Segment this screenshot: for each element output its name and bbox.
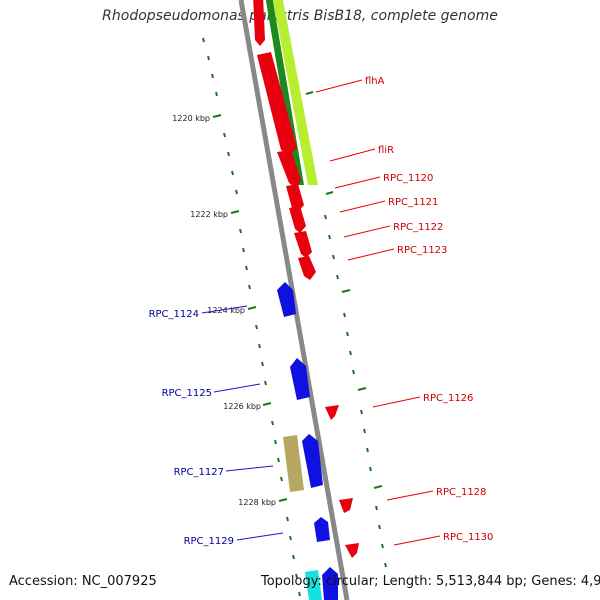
accession-text: Accession: NC_007925 bbox=[9, 574, 157, 589]
gene-label-RPC_1124: RPC_1124 bbox=[149, 309, 199, 320]
gene-arrow-RPC_1125 bbox=[290, 358, 310, 400]
gene-label-RPC_1123: RPC_1123 bbox=[397, 245, 447, 256]
gene-label-RPC_1129: RPC_1129 bbox=[184, 536, 234, 547]
gene-arrow-RPC_1126 bbox=[325, 405, 339, 420]
cog-bar-flhA-light bbox=[272, 0, 318, 185]
gene-label-flhA: flhA bbox=[365, 76, 385, 87]
inner-tick-ring bbox=[202, 37, 301, 597]
scale-label: 1228 kbp bbox=[238, 498, 276, 507]
gene-arrow-RPC_1124 bbox=[277, 282, 296, 317]
scale-label: 1224 kbp bbox=[207, 306, 245, 315]
gene-label-RPC_1130: RPC_1130 bbox=[443, 532, 493, 543]
reverse-genes[interactable] bbox=[277, 282, 338, 600]
gene-arrow-top bbox=[253, 0, 265, 46]
gene-label-RPC_1126: RPC_1126 bbox=[423, 393, 473, 404]
gene-arrow-RPC_1129 bbox=[314, 517, 330, 542]
scale-labels: 1220 kbp 1222 kbp 1224 kbp 1226 kbp 1228… bbox=[172, 114, 276, 507]
gene-arrow-RPC_1128 bbox=[339, 498, 353, 513]
gene-arrow-fliR bbox=[277, 150, 301, 188]
scale-label: 1220 kbp bbox=[172, 114, 210, 123]
scale-label: 1226 kbp bbox=[223, 402, 261, 411]
gene-label-RPC_1121: RPC_1121 bbox=[388, 197, 438, 208]
gene-arrow-flhA bbox=[257, 52, 297, 155]
gene-label-RPC_1122: RPC_1122 bbox=[393, 222, 443, 233]
genome-summary-text: Topology: circular; Length: 5,513,844 bp… bbox=[261, 574, 600, 589]
gene-arrow-RPC_1122 bbox=[294, 231, 312, 258]
gene-arrow-bottom bbox=[322, 567, 338, 600]
forward-label-connectors bbox=[315, 79, 441, 546]
gene-label-RPC_1125: RPC_1125 bbox=[162, 388, 212, 399]
gene-arrow-RPC_1120 bbox=[286, 184, 304, 212]
forward-genes[interactable] bbox=[253, 0, 359, 558]
gene-label-RPC_1128: RPC_1128 bbox=[436, 487, 486, 498]
forward-gene-labels[interactable]: flhA fliR RPC_1120 RPC_1121 RPC_1122 RPC… bbox=[365, 76, 493, 543]
cog-bar-cyan bbox=[305, 570, 322, 600]
reverse-gene-labels[interactable]: RPC_1124 RPC_1125 RPC_1127 RPC_1129 bbox=[149, 309, 234, 547]
gene-label-RPC_1127: RPC_1127 bbox=[174, 467, 224, 478]
gene-label-fliR: fliR bbox=[378, 145, 394, 156]
map-title: Rhodopseudomonas palustris BisB18, compl… bbox=[102, 8, 498, 24]
gene-arrow-RPC_1121 bbox=[289, 206, 306, 233]
outer-tick-ring bbox=[305, 91, 387, 568]
gene-arrow-RPC_1123 bbox=[298, 256, 316, 280]
cog-bar-olive bbox=[283, 435, 304, 492]
gene-arrow-RPC_1127 bbox=[302, 434, 323, 488]
gene-arrow-RPC_1130 bbox=[345, 543, 359, 558]
reverse-label-connectors bbox=[201, 305, 284, 541]
major-ticks bbox=[212, 114, 288, 502]
scale-label: 1222 kbp bbox=[190, 210, 228, 219]
gene-label-RPC_1120: RPC_1120 bbox=[383, 173, 433, 184]
